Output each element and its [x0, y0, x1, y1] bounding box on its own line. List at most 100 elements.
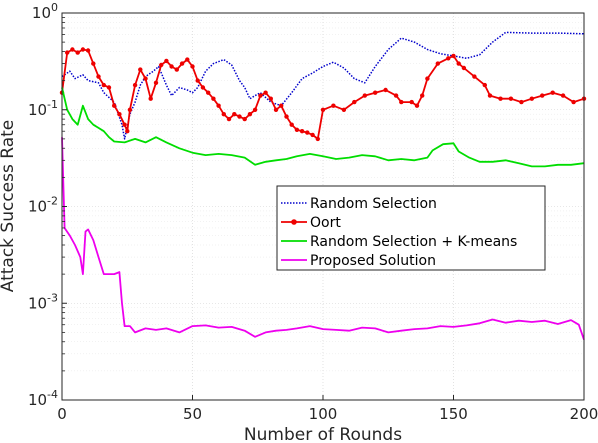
- data-point-oort: [352, 99, 357, 105]
- x-tick-label: 100: [309, 405, 338, 423]
- data-point-oort: [299, 129, 305, 134]
- x-tick-label: 50: [183, 405, 202, 423]
- legend-label-random-kmeans: Random Selection + K-means: [310, 234, 517, 250]
- x-tick-label: 150: [439, 405, 468, 423]
- data-point-oort: [132, 82, 138, 88]
- data-point-oort: [263, 90, 268, 95]
- data-point-oort: [75, 50, 80, 55]
- data-point-oort: [70, 47, 75, 52]
- data-point-oort: [529, 96, 534, 101]
- data-point-oort: [80, 47, 86, 52]
- data-point-oort: [315, 136, 320, 142]
- data-point-oort: [237, 114, 242, 119]
- data-point-oort: [420, 93, 425, 98]
- data-point-oort: [498, 96, 503, 101]
- data-point-oort: [169, 64, 174, 69]
- data-point-oort: [456, 61, 461, 66]
- data-point-oort: [540, 93, 545, 98]
- data-point-oort: [305, 130, 310, 135]
- data-point-oort: [179, 61, 185, 66]
- legend-label-random-selection: Random Selection: [310, 196, 437, 212]
- data-point-oort: [112, 103, 117, 108]
- data-point-oort: [258, 93, 263, 98]
- data-point-oort: [373, 90, 378, 95]
- data-point-oort: [101, 82, 107, 88]
- data-point-oort: [190, 64, 195, 69]
- data-point-oort: [216, 103, 221, 108]
- data-point-oort: [85, 48, 91, 53]
- data-point-oort: [153, 80, 159, 86]
- series-line-random-selection-k-means: [61, 87, 585, 168]
- data-point-oort: [472, 74, 477, 79]
- data-point-oort: [117, 112, 122, 117]
- data-point-oort: [164, 58, 169, 64]
- legend-marker-oort: [291, 219, 297, 225]
- data-point-oort: [446, 56, 451, 61]
- data-point-oort: [435, 61, 440, 66]
- data-point-oort: [289, 122, 294, 127]
- legend-label-proposed-solution: Proposed Solution: [310, 253, 436, 269]
- data-point-oort: [211, 96, 216, 101]
- data-point-oort: [232, 112, 237, 117]
- data-point-oort: [341, 107, 347, 113]
- data-point-oort: [91, 61, 96, 66]
- legend-box: [276, 185, 546, 271]
- data-point-oort: [571, 99, 576, 105]
- data-point-oort: [125, 129, 130, 134]
- data-point-oort: [508, 96, 514, 101]
- data-point-oort: [284, 114, 289, 119]
- data-point-oort: [148, 96, 153, 101]
- data-point-oort: [399, 99, 404, 105]
- data-point-oort: [252, 107, 258, 113]
- y-tick-label: 10-3: [28, 291, 58, 312]
- data-point-oort: [221, 112, 226, 117]
- data-point-oort: [195, 78, 200, 83]
- data-point-oort: [294, 127, 300, 132]
- data-point-oort: [331, 103, 336, 108]
- data-point-oort: [226, 116, 232, 122]
- legend-label-oort: Oort: [310, 215, 341, 231]
- data-point-oort: [451, 53, 456, 59]
- data-point-oort: [127, 107, 133, 113]
- data-point-oort: [279, 103, 284, 108]
- x-tick-label: 0: [57, 405, 67, 423]
- legend: Random Selection Oort Random Selection +…: [276, 185, 546, 271]
- data-point-oort: [65, 50, 70, 55]
- data-point-oort: [106, 85, 112, 90]
- data-point-oort: [268, 96, 273, 101]
- data-point-oort: [320, 107, 326, 113]
- x-tick-label: 200: [570, 405, 598, 423]
- data-point-oort: [519, 99, 524, 105]
- data-point-oort: [550, 90, 555, 95]
- data-point-oort: [242, 116, 247, 122]
- ticks: 0 50 100 150 200 100 10-1 10-2 10-3 10-4: [28, 1, 598, 423]
- data-point-oort: [206, 90, 211, 95]
- y-tick-label: 10-1: [28, 98, 58, 119]
- data-point-oort: [487, 93, 493, 98]
- data-point-oort: [425, 76, 430, 81]
- y-axis-label: Attack Success Rate: [0, 120, 18, 293]
- data-point-oort: [185, 57, 190, 62]
- data-point-oort: [414, 103, 420, 108]
- data-point-oort: [310, 132, 315, 138]
- data-point-oort: [96, 74, 101, 79]
- data-point-oort: [143, 76, 148, 81]
- data-point-oort: [409, 99, 414, 105]
- data-point-oort: [159, 62, 164, 68]
- data-point-oort: [560, 93, 566, 98]
- x-axis-label: Number of Rounds: [244, 425, 402, 443]
- series-layer: [59, 31, 587, 340]
- data-point-oort: [138, 67, 143, 72]
- y-tick-label: 100: [32, 1, 58, 22]
- data-point-oort: [393, 93, 399, 98]
- data-point-oort: [273, 107, 279, 113]
- data-point-oort: [461, 65, 467, 71]
- series-line-random-selection: [61, 31, 585, 140]
- series-line-proposed-solution: [61, 137, 585, 340]
- data-point-oort: [122, 122, 127, 127]
- data-point-oort: [200, 85, 206, 90]
- data-point-oort: [362, 93, 367, 98]
- data-point-oort: [482, 82, 487, 88]
- data-point-oort: [247, 112, 253, 117]
